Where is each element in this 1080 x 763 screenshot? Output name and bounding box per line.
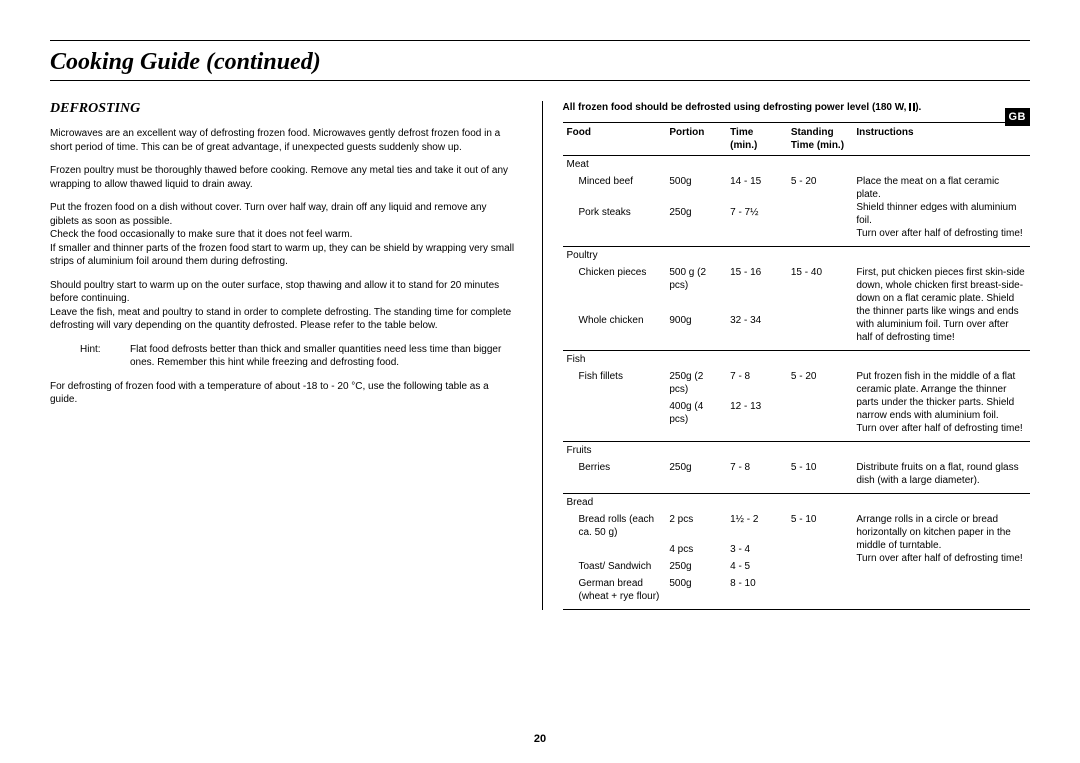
cell: 400g (4 pcs) bbox=[665, 398, 726, 428]
paragraph: Put the frozen food on a dish without co… bbox=[50, 201, 518, 269]
cell: Fish fillets bbox=[563, 368, 666, 398]
table-row: Berries 250g 7 - 8 5 - 10 Distribute fru… bbox=[563, 459, 1031, 483]
col-instructions: Instructions bbox=[852, 123, 1030, 156]
table-row: Fish fillets 250g (2 pcs) 7 - 8 5 - 20 P… bbox=[563, 368, 1031, 398]
language-badge: GB bbox=[1005, 108, 1031, 126]
paragraph: Frozen poultry must be thoroughly thawed… bbox=[50, 164, 518, 191]
cell: 14 - 15 bbox=[726, 173, 787, 204]
cell: Chicken pieces bbox=[563, 264, 666, 312]
page-number: 20 bbox=[534, 733, 546, 745]
left-column: DEFROSTING Microwaves are an excellent w… bbox=[50, 101, 518, 610]
cell: 32 - 34 bbox=[726, 312, 787, 339]
cell: 250g (2 pcs) bbox=[665, 368, 726, 398]
category-poultry: Poultry bbox=[563, 247, 666, 265]
cell: 500 g (2 pcs) bbox=[665, 264, 726, 312]
table-note: All frozen food should be defrosted usin… bbox=[563, 101, 1031, 114]
col-portion: Portion bbox=[665, 123, 726, 156]
cell: Whole chicken bbox=[563, 312, 666, 339]
cell: 900g bbox=[665, 312, 726, 339]
cell: Berries bbox=[563, 459, 666, 483]
category-meat: Meat bbox=[563, 156, 666, 174]
col-food: Food bbox=[563, 123, 666, 156]
cell: 8 - 10 bbox=[726, 575, 787, 605]
cell: Toast/ Sandwich bbox=[563, 558, 666, 575]
category-fruits: Fruits bbox=[563, 442, 666, 460]
col-time: Time (min.) bbox=[726, 123, 787, 156]
paragraph: Microwaves are an excellent way of defro… bbox=[50, 127, 518, 154]
table-row: Chicken pieces 500 g (2 pcs) 15 - 16 15 … bbox=[563, 264, 1031, 312]
page-title: Cooking Guide (continued) bbox=[50, 41, 1030, 80]
section-heading: DEFROSTING bbox=[50, 101, 518, 117]
cell: 15 - 16 bbox=[726, 264, 787, 312]
cell: German bread (wheat + rye flour) bbox=[563, 575, 666, 605]
cell: 250g bbox=[665, 459, 726, 483]
cell: 5 - 10 bbox=[787, 459, 852, 483]
table-note-text: All frozen food should be defrosted usin… bbox=[563, 102, 907, 113]
cell-instructions: Put frozen fish in the middle of a flat … bbox=[852, 368, 1030, 437]
hint-label: Hint: bbox=[80, 343, 130, 370]
cell: 5 - 10 bbox=[787, 511, 852, 541]
hint-text: Flat food defrosts better than thick and… bbox=[130, 343, 518, 370]
cell: 3 - 4 bbox=[726, 541, 787, 558]
table-note-end: ). bbox=[915, 102, 921, 113]
cell: Pork steaks bbox=[563, 204, 666, 235]
cell: 5 - 20 bbox=[787, 368, 852, 398]
cell-instructions: Arrange rolls in a circle or bread horiz… bbox=[852, 511, 1030, 605]
cell: 250g bbox=[665, 558, 726, 575]
category-bread: Bread bbox=[563, 494, 666, 512]
cell: Bread rolls (each ca. 50 g) bbox=[563, 511, 666, 541]
cell: 4 pcs bbox=[665, 541, 726, 558]
table-row: Minced beef 500g 14 - 15 5 - 20 Place th… bbox=[563, 173, 1031, 204]
table-row: Bread rolls (each ca. 50 g) 2 pcs 1½ - 2… bbox=[563, 511, 1031, 541]
defrost-table: Food Portion Time (min.) Standing Time (… bbox=[563, 122, 1031, 610]
cell: 1½ - 2 bbox=[726, 511, 787, 541]
category-fish: Fish bbox=[563, 351, 666, 369]
cell: 250g bbox=[665, 204, 726, 235]
hint-block: Hint: Flat food defrosts better than thi… bbox=[50, 343, 518, 370]
cell: 12 - 13 bbox=[726, 398, 787, 428]
cell: 7 - 7½ bbox=[726, 204, 787, 235]
closing-paragraph: For defrosting of frozen food with a tem… bbox=[50, 380, 518, 407]
cell: 2 pcs bbox=[665, 511, 726, 541]
cell: 7 - 8 bbox=[726, 459, 787, 483]
cell: 500g bbox=[665, 575, 726, 605]
cell-instructions: First, put chicken pieces first skin-sid… bbox=[852, 264, 1030, 346]
cell: 4 - 5 bbox=[726, 558, 787, 575]
cell-instructions: Place the meat on a flat ceramic plate. … bbox=[852, 173, 1030, 242]
cell-instructions: Distribute fruits on a flat, round glass… bbox=[852, 459, 1030, 489]
cell: 5 - 20 bbox=[787, 173, 852, 204]
cell: 15 - 40 bbox=[787, 264, 852, 312]
paragraph: Should poultry start to warm up on the o… bbox=[50, 279, 518, 333]
cell: Minced beef bbox=[563, 173, 666, 204]
col-standing: Standing Time (min.) bbox=[787, 123, 852, 156]
cell: 500g bbox=[665, 173, 726, 204]
cell: 7 - 8 bbox=[726, 368, 787, 398]
right-column: All frozen food should be defrosted usin… bbox=[542, 101, 1031, 610]
